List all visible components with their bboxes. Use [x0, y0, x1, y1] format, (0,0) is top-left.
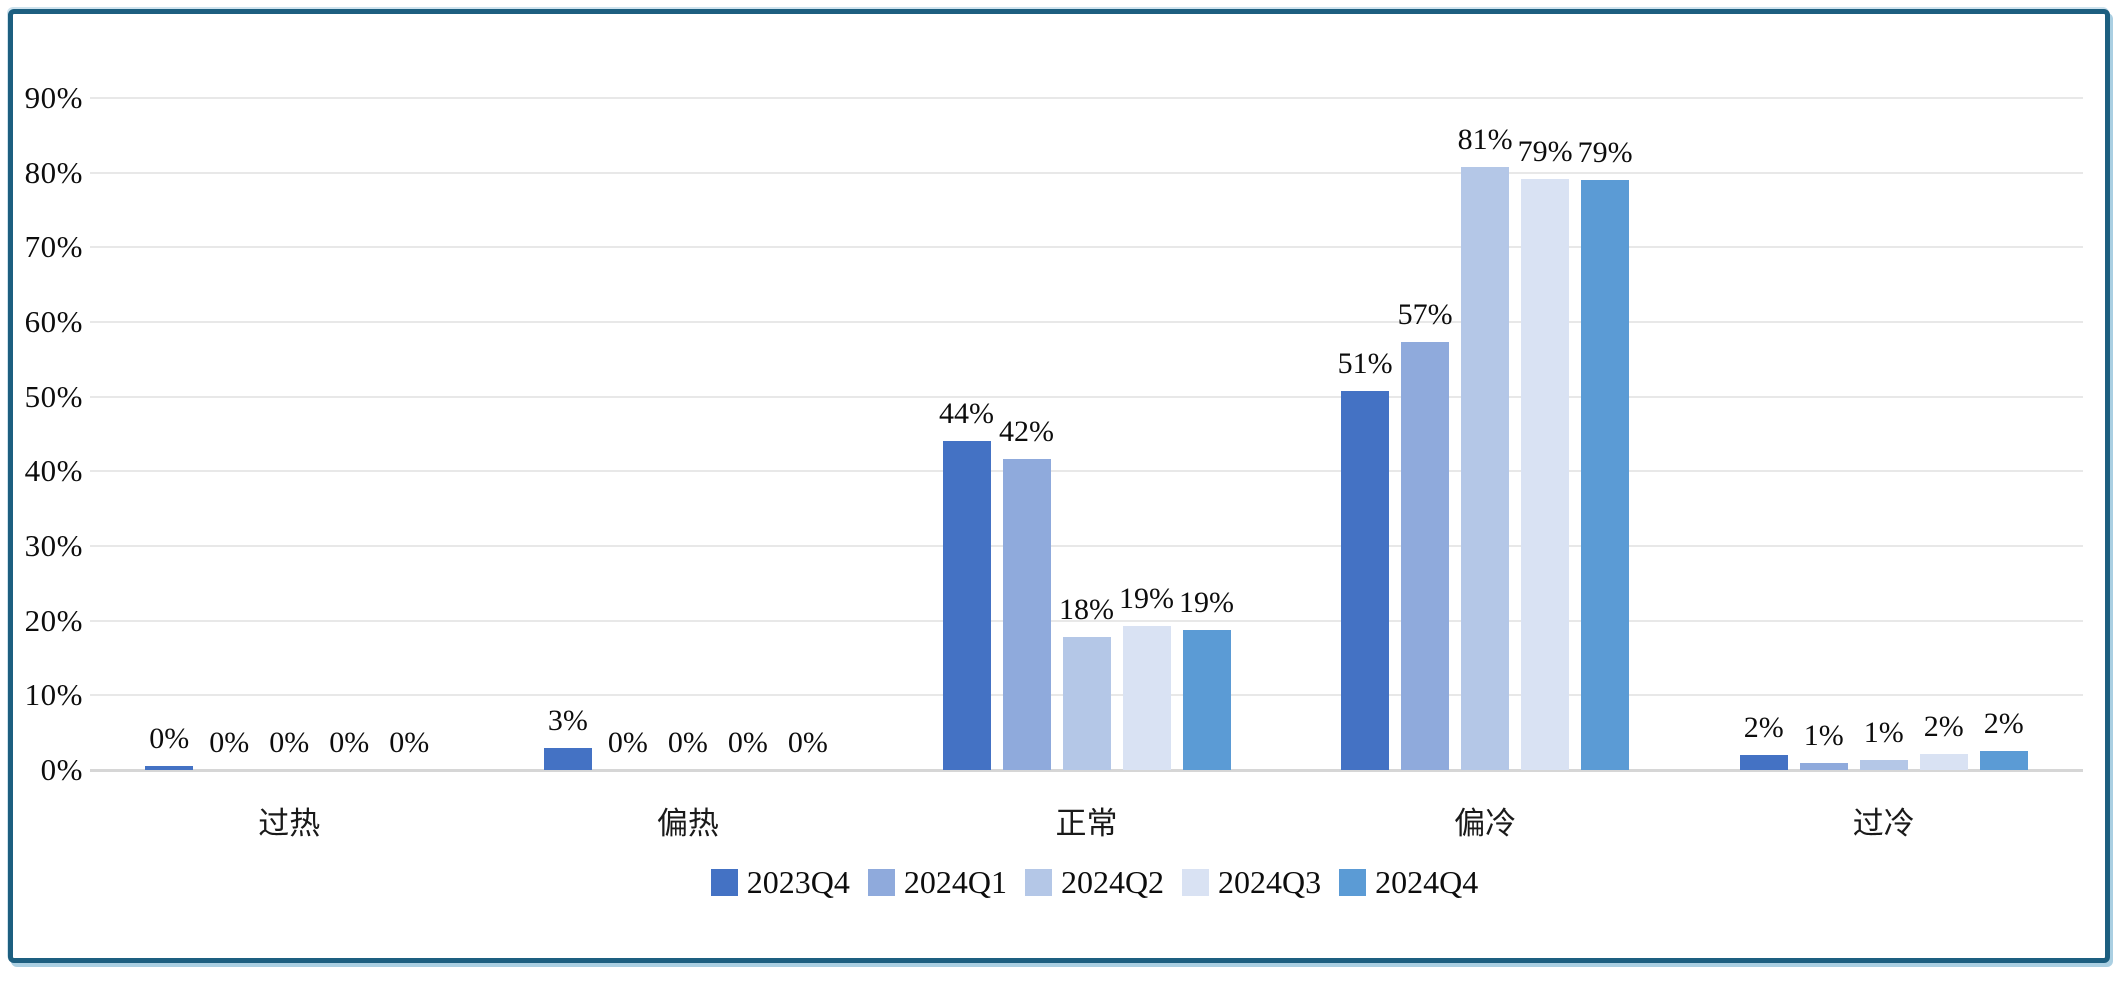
bar-2024Q3-过冷	[1919, 753, 1968, 770]
y-axis-tick-label: 40%	[24, 453, 83, 489]
data-label: 1%	[1803, 719, 1844, 753]
x-axis-category-label: 偏热	[656, 806, 719, 841]
gridline	[90, 97, 2083, 99]
data-label: 0%	[787, 726, 828, 759]
data-label: 79%	[1517, 134, 1573, 168]
y-axis-tick-label: 10%	[24, 677, 83, 713]
legend-swatch-icon	[867, 869, 895, 896]
data-label: 57%	[1397, 298, 1453, 332]
grouped-bar-chart: 0% 10% 20% 30% 40% 50% 60% 70% 80% 90% 0% 0% 0% 0% 0% 过…	[13, 14, 2105, 958]
bar-2024Q1-正常	[1002, 459, 1051, 770]
legend-swatch-icon	[1182, 869, 1210, 896]
gridline	[90, 619, 2083, 622]
legend-label: 2023Q4	[746, 864, 850, 900]
legend-swatch-icon	[1339, 869, 1367, 896]
y-axis-tick-label: 0%	[40, 752, 83, 787]
y-axis-tick-label: 50%	[24, 378, 83, 414]
x-axis-category-label: 正常	[1055, 806, 1118, 841]
data-label: 1%	[1863, 715, 1904, 749]
bar-2024Q2-过冷	[1859, 759, 1908, 770]
y-axis-tick-label: 90%	[24, 80, 83, 115]
data-label: 0%	[269, 726, 310, 759]
chart-legend: 2023Q4 2024Q1 2024Q2 2024Q3 2024Q4	[98, 864, 2091, 901]
data-label: 0%	[149, 722, 190, 756]
legend-label: 2024Q1	[903, 864, 1007, 900]
gridline	[90, 321, 2083, 323]
y-axis-tick-label: 70%	[24, 229, 83, 265]
legend-label: 2024Q2	[1060, 864, 1165, 900]
data-label: 0%	[389, 726, 430, 759]
gridline	[90, 395, 2083, 398]
data-label: 2%	[1983, 707, 2024, 741]
bar-2023Q4-过热	[145, 766, 194, 770]
data-label: 79%	[1577, 136, 1633, 170]
data-label: 44%	[939, 397, 994, 431]
bar-2023Q4-偏热	[543, 747, 592, 770]
legend-label: 2024Q3	[1218, 864, 1322, 900]
gridline	[90, 545, 2083, 547]
legend-swatch-icon	[1024, 869, 1052, 896]
data-label: 3%	[547, 703, 588, 737]
bar-2024Q4-过冷	[1979, 751, 2028, 770]
bar-2023Q4-偏冷	[1341, 391, 1390, 770]
bar-2024Q1-过冷	[1799, 763, 1848, 770]
data-label: 18%	[1059, 593, 1114, 627]
legend-item-2024Q4: 2024Q4	[1339, 864, 1478, 901]
gridline	[90, 246, 2083, 249]
bar-2024Q4-偏冷	[1581, 180, 1630, 770]
legend-item-2024Q3: 2024Q3	[1182, 864, 1321, 901]
data-label: 19%	[1119, 581, 1174, 615]
data-label: 0%	[607, 726, 648, 759]
bar-2024Q2-正常	[1062, 637, 1111, 770]
bar-2024Q2-偏冷	[1461, 167, 1510, 770]
data-label: 2%	[1743, 711, 1784, 745]
x-axis-category-label: 偏冷	[1454, 806, 1517, 841]
x-axis-line	[90, 769, 2083, 772]
legend-swatch-icon	[710, 869, 738, 896]
legend-item-2023Q4: 2023Q4	[710, 864, 850, 901]
bar-2024Q3-正常	[1122, 625, 1171, 770]
data-label: 0%	[209, 726, 250, 759]
legend-item-2024Q1: 2024Q1	[867, 864, 1007, 901]
data-label: 2%	[1923, 709, 1964, 743]
y-axis-tick-label: 30%	[24, 528, 83, 563]
chart-frame: 0% 10% 20% 30% 40% 50% 60% 70% 80% 90% 0% 0% 0% 0% 0% 过…	[8, 9, 2110, 963]
y-axis-tick-label: 80%	[24, 154, 83, 190]
data-label: 42%	[999, 415, 1054, 449]
y-axis-tick-label: 20%	[24, 602, 83, 638]
x-axis-category-label: 过冷	[1852, 806, 1915, 841]
legend-item-2024Q2: 2024Q2	[1024, 864, 1165, 901]
data-label: 0%	[667, 726, 708, 759]
data-label: 81%	[1457, 123, 1513, 157]
data-label: 0%	[727, 726, 768, 759]
bar-2023Q4-正常	[942, 441, 991, 770]
bar-2024Q1-偏冷	[1401, 342, 1450, 770]
data-label: 19%	[1179, 585, 1234, 619]
x-axis-category-label: 过热	[258, 806, 321, 841]
y-axis-tick-label: 60%	[24, 304, 83, 339]
legend-label: 2024Q4	[1375, 864, 1479, 900]
gridline	[90, 171, 2083, 174]
data-label: 51%	[1337, 347, 1393, 381]
gridline	[90, 470, 2083, 473]
data-label: 0%	[329, 726, 370, 759]
bar-2024Q4-正常	[1182, 629, 1231, 770]
bar-2024Q3-偏冷	[1521, 178, 1570, 770]
bar-2023Q4-过冷	[1739, 755, 1788, 770]
